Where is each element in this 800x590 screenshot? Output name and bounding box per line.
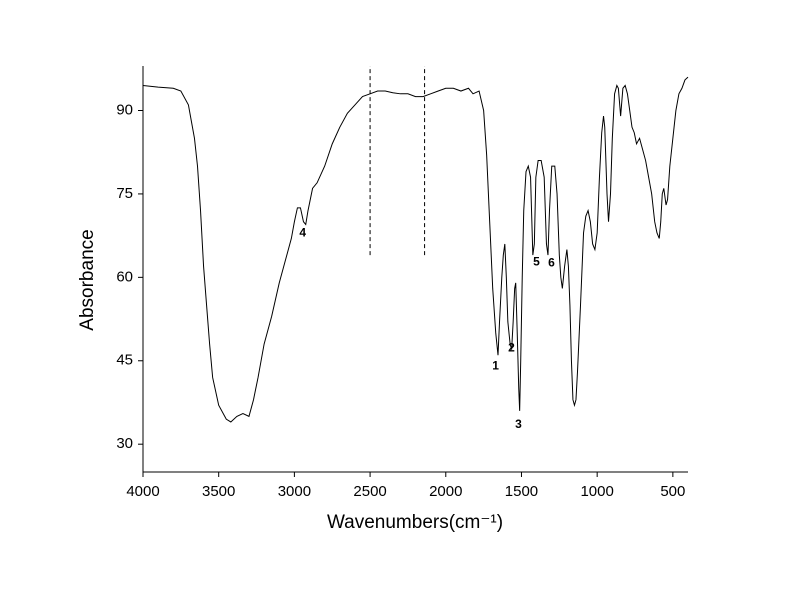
x-axis-label: Wavenumbers(cm⁻¹) xyxy=(327,512,503,533)
y-tick-label: 60 xyxy=(116,268,133,285)
x-tick-label: 3500 xyxy=(202,483,235,500)
peak-label: 2 xyxy=(508,341,515,355)
x-tick-label: 2500 xyxy=(353,483,386,500)
peak-label: 6 xyxy=(548,256,555,270)
x-tick-label: 4000 xyxy=(126,483,159,500)
x-tick-label: 500 xyxy=(660,483,685,500)
y-tick-label: 30 xyxy=(116,435,133,452)
x-tick-label: 1500 xyxy=(505,483,538,500)
y-tick-label: 75 xyxy=(116,185,133,202)
peak-label: 1 xyxy=(492,359,499,373)
x-tick-label: 3000 xyxy=(278,483,311,500)
spectrum-line xyxy=(142,76,689,423)
peak-label: 3 xyxy=(515,417,522,431)
y-tick-label: 45 xyxy=(116,352,133,369)
peak-label: 5 xyxy=(533,254,540,268)
y-tick-label: 90 xyxy=(116,101,133,118)
peak-label: 4 xyxy=(299,226,306,240)
x-tick-label: 2000 xyxy=(429,483,462,500)
x-tick-label: 1000 xyxy=(580,483,613,500)
y-axis-label: Absorbance xyxy=(77,229,98,330)
